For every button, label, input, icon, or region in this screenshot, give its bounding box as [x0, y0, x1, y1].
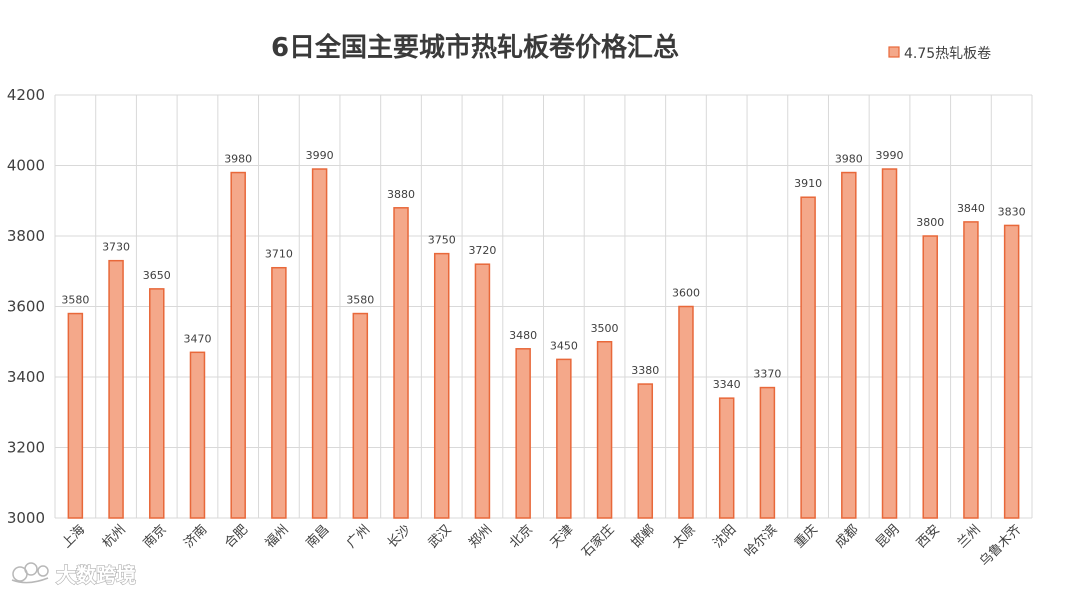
data-label: 3990 — [306, 149, 334, 162]
x-category-label: 哈尔滨 — [741, 522, 780, 561]
bar — [67, 312, 84, 519]
y-tick-label: 3000 — [7, 509, 45, 527]
x-category-label: 沈阳 — [711, 522, 740, 551]
bar — [841, 171, 857, 519]
x-category-label: 合肥 — [222, 522, 251, 551]
data-labels: 3580 3730 3650 3470 3980 3710 3990 3580 3880 3750… — [61, 149, 1025, 391]
bar — [149, 288, 165, 519]
x-category-label: 广州 — [344, 522, 373, 551]
x-category-label: 乌鲁木齐 — [976, 522, 1024, 570]
data-label: 3800 — [916, 216, 944, 229]
bar — [800, 196, 816, 519]
bar — [474, 263, 491, 519]
data-label: 3370 — [753, 368, 781, 381]
data-label: 3580 — [61, 294, 89, 307]
data-label: 3880 — [387, 188, 415, 201]
legend: 4.75热轧板卷 — [888, 46, 991, 62]
bar — [963, 221, 979, 519]
data-label: 3580 — [346, 294, 374, 307]
bar — [311, 168, 328, 519]
x-category-label: 兰州 — [955, 522, 984, 551]
data-label: 3600 — [672, 287, 700, 300]
legend-label: 4.75热轧板卷 — [904, 46, 991, 62]
x-category-label: 长沙 — [385, 522, 414, 551]
x-category-label: 上海 — [59, 522, 88, 551]
data-label: 3500 — [591, 322, 619, 335]
data-label: 3340 — [713, 378, 741, 391]
data-label: 3480 — [509, 329, 537, 342]
x-category-label: 武汉 — [426, 522, 455, 551]
y-tick-label: 3200 — [7, 439, 45, 457]
bar — [230, 171, 246, 519]
bar — [189, 351, 206, 519]
data-label: 3830 — [998, 205, 1026, 218]
y-tick-label: 4000 — [7, 157, 45, 175]
x-category-label: 昆明 — [873, 522, 902, 551]
x-category-label: 重庆 — [791, 522, 821, 552]
bar — [759, 386, 776, 519]
bar — [433, 252, 450, 519]
x-category-label: 南京 — [140, 522, 170, 552]
bar — [922, 235, 938, 519]
watermark-text: 大数跨境 — [56, 563, 136, 587]
data-label: 3980 — [835, 153, 863, 166]
bars — [67, 168, 1020, 519]
bar — [352, 312, 369, 519]
bar — [1003, 224, 1020, 519]
data-label: 3720 — [468, 244, 496, 257]
x-category-label: 石家庄 — [578, 522, 617, 561]
data-label: 3980 — [224, 153, 252, 166]
data-label: 3710 — [265, 248, 293, 261]
cloud-logo-icon — [11, 562, 49, 584]
x-category-label: 北京 — [507, 522, 536, 551]
data-label: 3650 — [143, 269, 171, 282]
x-category-label: 南昌 — [303, 522, 333, 552]
legend-swatch — [888, 46, 900, 58]
x-axis-labels: 上海 杭州 南京 济南 合肥 福州 南昌 广州 长沙 武汉 郑州 北京 天津 石家庄 邯郸 太原 沈阳 哈尔滨 重庆… — [59, 522, 1024, 570]
x-category-label: 成都 — [833, 522, 862, 551]
x-category-label: 太原 — [670, 522, 699, 551]
y-tick-label: 3600 — [7, 298, 45, 316]
y-tick-label: 3800 — [7, 227, 45, 245]
bar — [596, 341, 613, 519]
x-category-label: 天津 — [548, 522, 577, 551]
y-tick-label: 3400 — [7, 368, 45, 386]
bar — [515, 348, 531, 519]
data-label: 3470 — [183, 332, 211, 345]
x-category-label: 西安 — [914, 522, 943, 551]
x-category-label: 济南 — [181, 522, 211, 552]
bar — [393, 207, 409, 519]
x-category-label: 福州 — [263, 522, 292, 551]
bar — [881, 168, 898, 519]
bar — [678, 305, 694, 519]
data-label: 3730 — [102, 241, 130, 254]
watermark: 大数跨境 — [11, 562, 137, 588]
data-label: 3910 — [794, 177, 822, 190]
data-label: 3750 — [428, 234, 456, 247]
bar — [271, 266, 287, 519]
y-tick-label: 4200 — [7, 86, 45, 104]
bar — [556, 358, 572, 519]
y-axis-ticks: 3000 3200 3400 3600 3800 4000 4200 — [7, 86, 45, 527]
data-label: 3450 — [550, 339, 578, 352]
data-label: 3990 — [876, 149, 904, 162]
bar — [637, 383, 654, 519]
chart-title: 6日全国主要城市热轧板卷价格汇总 — [271, 32, 679, 63]
x-category-label: 杭州 — [100, 522, 129, 551]
x-category-label: 郑州 — [466, 522, 495, 551]
data-label: 3380 — [631, 364, 659, 377]
x-category-label: 邯郸 — [629, 522, 658, 551]
bar — [718, 397, 735, 519]
bar — [108, 259, 124, 519]
data-label: 3840 — [957, 202, 985, 215]
gridlines — [54, 94, 1033, 519]
